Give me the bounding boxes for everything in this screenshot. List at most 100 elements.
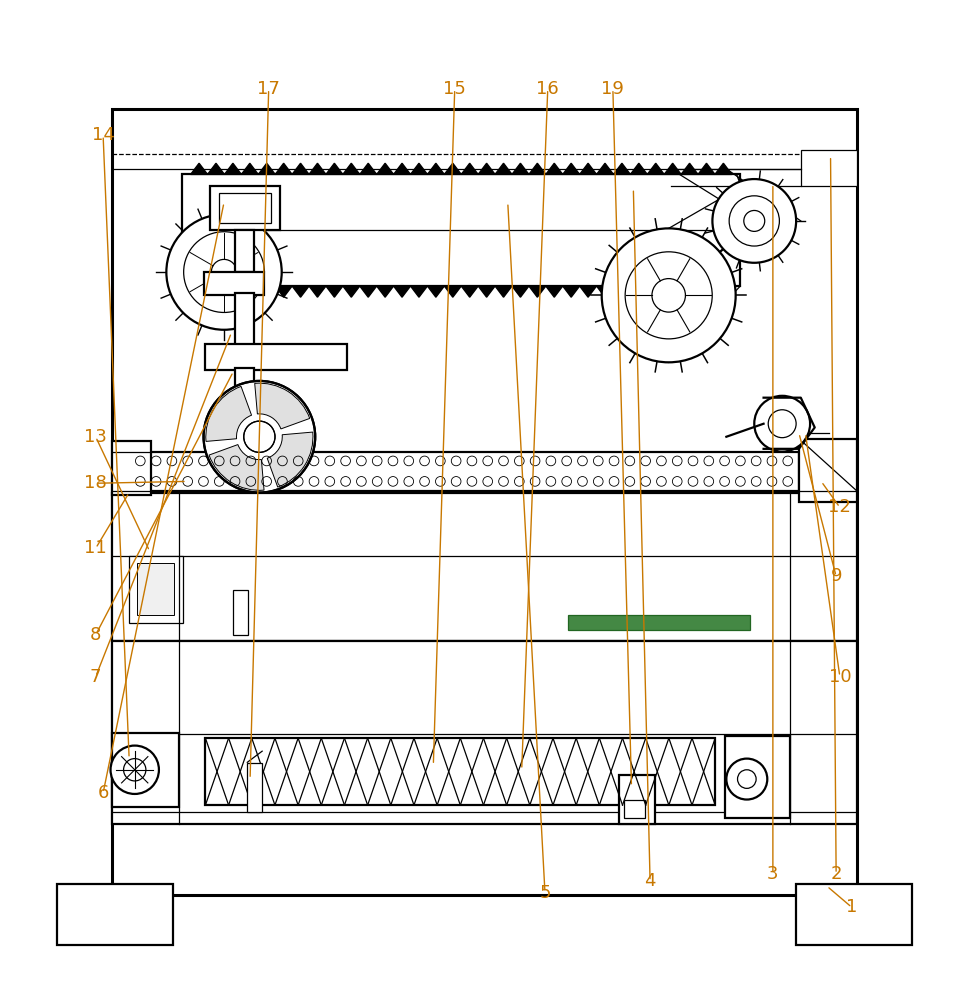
Polygon shape	[512, 286, 529, 297]
Polygon shape	[664, 286, 681, 297]
Circle shape	[768, 410, 797, 438]
Polygon shape	[563, 163, 579, 174]
Bar	[235, 293, 254, 353]
Text: 15: 15	[443, 80, 466, 98]
Polygon shape	[563, 286, 579, 297]
Text: 10: 10	[828, 668, 851, 686]
Circle shape	[211, 259, 236, 285]
Bar	[112, 493, 857, 641]
Wedge shape	[209, 445, 264, 490]
Polygon shape	[191, 286, 207, 297]
Polygon shape	[461, 163, 478, 174]
Circle shape	[712, 179, 797, 263]
Polygon shape	[326, 163, 343, 174]
Text: 1: 1	[846, 898, 858, 916]
Bar	[725, 736, 790, 818]
Bar	[205, 738, 715, 805]
Polygon shape	[326, 286, 343, 297]
Text: 17: 17	[257, 80, 280, 98]
Text: 7: 7	[90, 668, 102, 686]
Polygon shape	[698, 286, 715, 297]
Polygon shape	[647, 163, 664, 174]
Polygon shape	[631, 163, 647, 174]
Polygon shape	[478, 163, 495, 174]
Polygon shape	[529, 286, 546, 297]
Polygon shape	[207, 286, 225, 297]
Polygon shape	[393, 286, 411, 297]
Bar	[210, 186, 280, 230]
Polygon shape	[647, 286, 664, 297]
Polygon shape	[241, 163, 259, 174]
Polygon shape	[275, 286, 292, 297]
Polygon shape	[546, 286, 563, 297]
Polygon shape	[359, 286, 377, 297]
Polygon shape	[715, 286, 732, 297]
Wedge shape	[267, 432, 313, 487]
Polygon shape	[664, 163, 681, 174]
Circle shape	[167, 214, 282, 330]
Bar	[205, 344, 347, 370]
Polygon shape	[309, 286, 326, 297]
Polygon shape	[715, 163, 732, 174]
Polygon shape	[292, 286, 309, 297]
Polygon shape	[613, 163, 631, 174]
Polygon shape	[411, 163, 427, 174]
Bar	[203, 272, 264, 295]
Bar	[137, 563, 173, 615]
Circle shape	[110, 746, 159, 794]
Text: 14: 14	[92, 126, 114, 144]
Polygon shape	[343, 163, 359, 174]
Polygon shape	[681, 163, 698, 174]
Polygon shape	[393, 163, 411, 174]
Polygon shape	[377, 163, 393, 174]
Polygon shape	[764, 398, 815, 449]
Text: 2: 2	[830, 865, 842, 883]
Circle shape	[244, 421, 275, 452]
Bar	[798, 439, 857, 502]
Bar	[112, 441, 151, 495]
Bar	[112, 109, 857, 895]
Circle shape	[625, 252, 712, 339]
Text: 18: 18	[84, 474, 107, 492]
Polygon shape	[191, 163, 207, 174]
Polygon shape	[461, 286, 478, 297]
Text: 19: 19	[602, 80, 624, 98]
Bar	[800, 150, 857, 186]
Polygon shape	[225, 286, 241, 297]
Bar	[568, 615, 750, 630]
Circle shape	[602, 228, 735, 362]
Text: 12: 12	[828, 498, 852, 516]
Polygon shape	[613, 286, 631, 297]
Bar	[112, 641, 857, 824]
Polygon shape	[495, 286, 512, 297]
Circle shape	[729, 196, 779, 246]
Polygon shape	[681, 286, 698, 297]
Polygon shape	[631, 286, 647, 297]
Circle shape	[652, 279, 685, 312]
Bar	[797, 884, 913, 945]
Polygon shape	[292, 163, 309, 174]
Polygon shape	[597, 286, 613, 297]
Polygon shape	[579, 163, 597, 174]
Polygon shape	[427, 163, 445, 174]
Circle shape	[184, 232, 265, 312]
Bar	[56, 884, 172, 945]
Polygon shape	[309, 163, 326, 174]
Polygon shape	[241, 286, 259, 297]
Bar	[235, 368, 254, 398]
Polygon shape	[698, 163, 715, 174]
Polygon shape	[597, 163, 613, 174]
Polygon shape	[225, 163, 241, 174]
Text: 9: 9	[830, 567, 842, 585]
Circle shape	[203, 381, 315, 493]
Bar	[619, 775, 655, 824]
Polygon shape	[377, 286, 393, 297]
Polygon shape	[259, 286, 275, 297]
Text: 6: 6	[98, 784, 109, 802]
Polygon shape	[259, 163, 275, 174]
Polygon shape	[445, 286, 461, 297]
Polygon shape	[445, 163, 461, 174]
Polygon shape	[495, 163, 512, 174]
Circle shape	[727, 759, 767, 800]
Polygon shape	[512, 163, 529, 174]
